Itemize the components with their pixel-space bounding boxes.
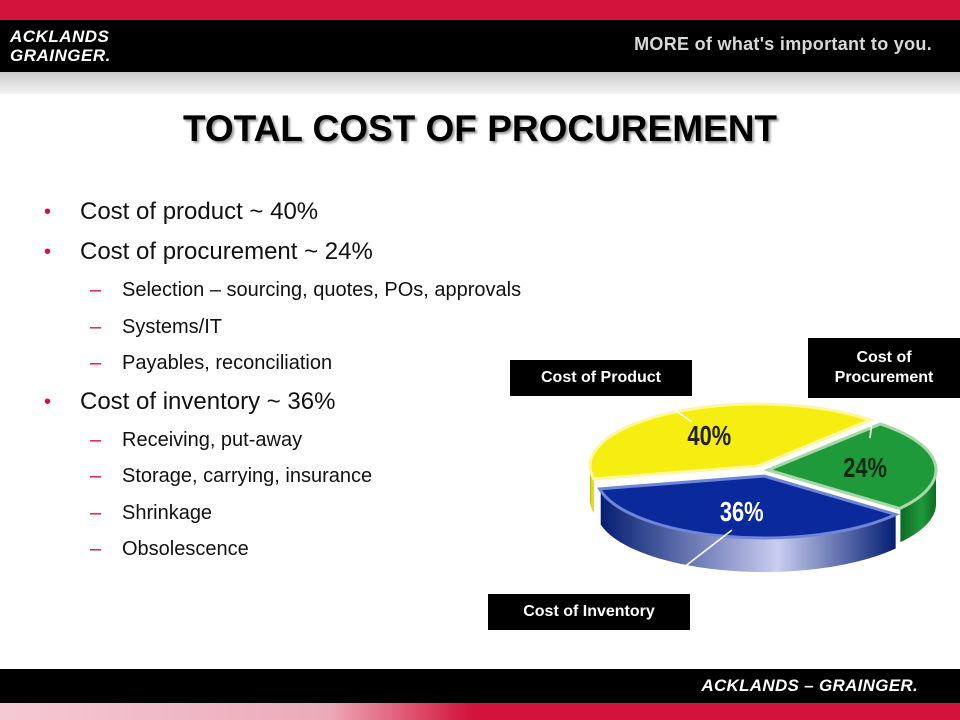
bullet-item: • Cost of inventory ~ 36% [44,382,664,422]
sub-bullet-item: – Selection – sourcing, quotes, POs, appr… [44,272,664,309]
pie-slice-side [900,470,936,543]
bullet-text: Cost of product ~ 40% [80,198,319,225]
bullet-item: • Cost of procurement ~ 24% [44,232,664,272]
leader-line [869,419,873,439]
sub-bullet-item: – Storage, carrying, insurance [44,458,664,495]
tagline: MORE of what's important to you. [634,34,932,54]
sub-bullet-text: Selection – sourcing, quotes, POs, appro… [122,279,522,301]
logo-line-2: GRAINGER. [10,46,111,65]
bullet-list: • Cost of product ~ 40% • Cost of procureme… [44,192,664,568]
logo-line-1: ACKLANDS [10,27,110,46]
label-cost-of-product: Cost of Product [510,360,692,396]
sub-bullet-dash: – [90,538,102,560]
sub-bullet-dash: – [90,315,102,338]
bullet-text: Cost of inventory ~ 36% [80,387,336,415]
pie-data-label: 40% [687,420,731,451]
bullet-item: • Cost of product ~ 40% [44,192,664,232]
pie-slice-side [600,490,896,572]
pie-slice-2 [763,422,938,511]
sub-bullet-dash: – [90,279,102,301]
header-band [0,20,960,72]
sub-bullet-dash: – [90,352,102,374]
label-cost-of-procurement: Cost of Procurement [808,338,960,398]
sub-bullet-dash: – [90,501,102,524]
sub-bullet-item: – Systems/IT [44,309,664,346]
sub-bullet-item: – Receiving, put-away [44,422,664,459]
footer-fade [0,703,470,720]
leader-line [671,407,693,423]
pie-data-label: 24% [843,452,887,483]
bullet-dot: • [44,241,52,263]
bullet-dot: • [44,390,52,413]
sub-bullet-item: – Shrinkage [44,495,664,532]
leader-line [669,529,733,579]
pie-slice-3 [597,474,900,540]
pie-chart: 40% 24% 36% [588,402,938,579]
bullet-dot: • [44,201,52,223]
sub-bullet-dash: – [90,465,102,487]
company-logo: ACKLANDS GRAINGER. [10,27,111,65]
slide-title: TOTAL COST OF PROCUREMENT [182,108,778,149]
footer-band [0,669,960,703]
sub-bullet-text: Receiving, put-away [122,428,303,451]
bullet-text: Cost of procurement ~ 24% [80,238,373,265]
sub-bullet-text: Systems/IT [122,315,223,338]
sub-bullet-text: Shrinkage [122,501,213,524]
sub-bullet-dash: – [90,428,102,451]
label-cost-of-inventory: Cost of Inventory [488,594,690,630]
pie-data-label: 36% [720,496,764,527]
sub-bullet-text: Payables, reconciliation [122,352,333,374]
pie-slice-1 [588,402,875,481]
sub-bullet-item: – Payables, reconciliation [44,345,664,382]
header-red-stripe [0,0,960,20]
header-grey-gradient [0,72,960,94]
sub-bullet-item: – Obsolescence [44,531,664,568]
sub-bullet-text: Storage, carrying, insurance [122,465,373,487]
sub-bullet-text: Obsolescence [122,538,249,560]
footer-logo: ACKLANDS – GRAINGER. [701,676,918,695]
